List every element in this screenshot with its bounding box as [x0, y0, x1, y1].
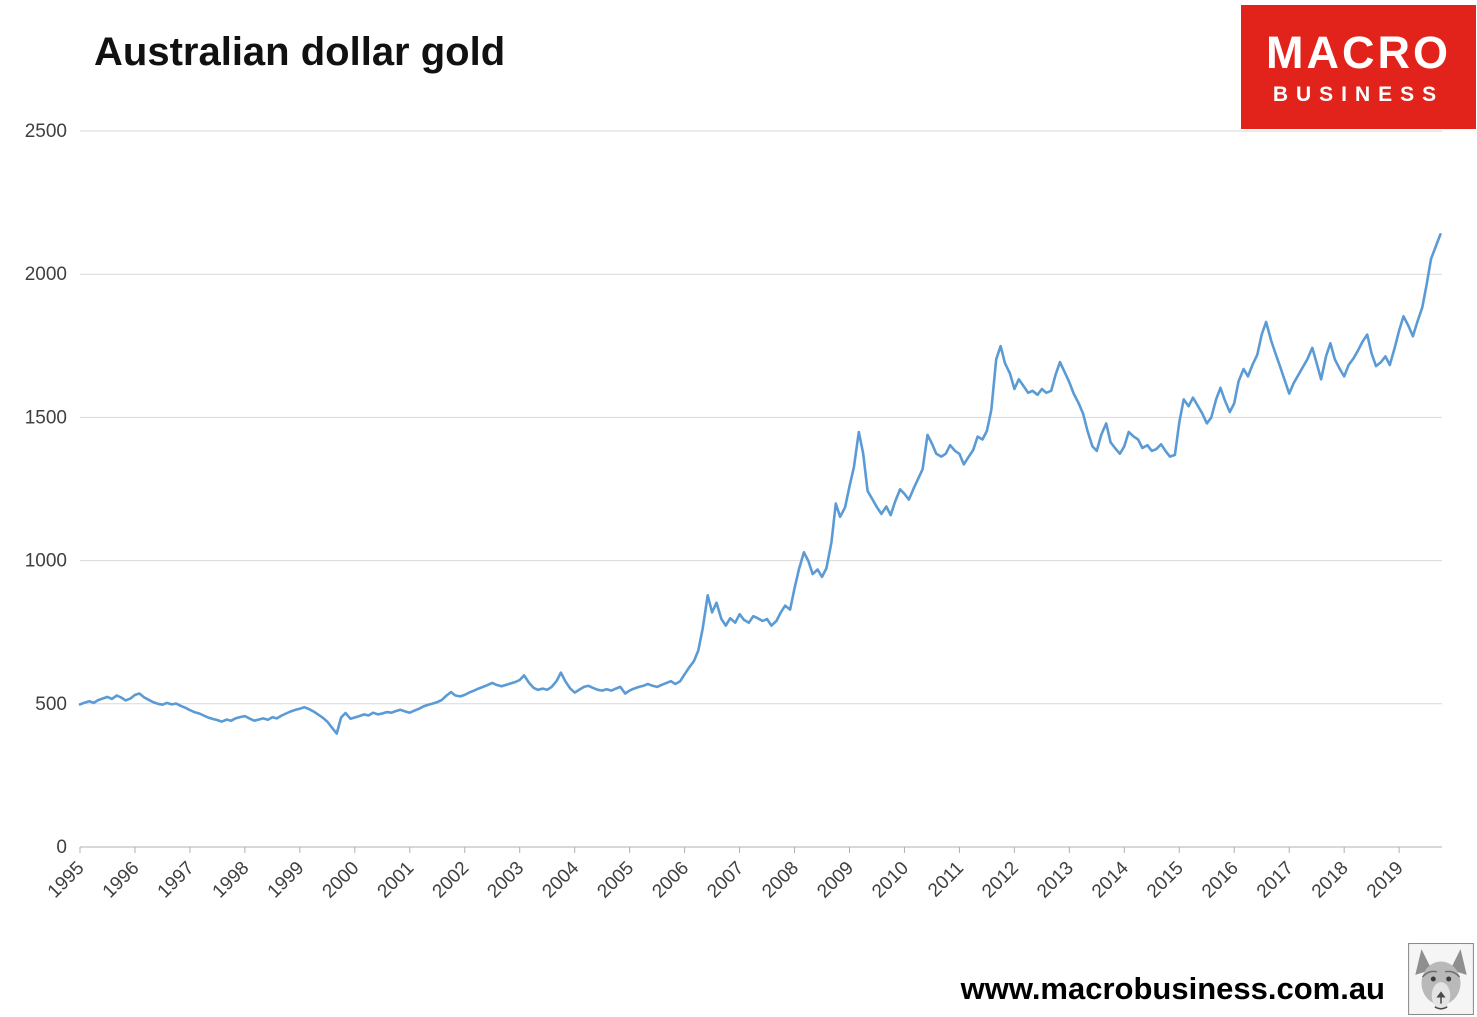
x-tick-label: 2001	[374, 858, 419, 903]
x-tick-label: 2011	[924, 858, 968, 902]
y-tick-label: 0	[56, 837, 67, 858]
x-tick-label: 2003	[483, 858, 528, 903]
x-tick-label: 2010	[868, 858, 913, 903]
x-tick-label: 2004	[538, 857, 583, 902]
x-tick-label: 2012	[978, 858, 1023, 903]
x-tick-label: 1996	[99, 858, 144, 903]
website-url: www.macrobusiness.com.au	[960, 971, 1385, 1006]
y-tick-label: 2000	[25, 264, 67, 285]
y-tick-label: 500	[35, 694, 67, 715]
logo-text-macro: MACRO	[1266, 26, 1451, 78]
y-tick-label: 1500	[25, 407, 67, 428]
wolf-logo-icon	[1408, 943, 1474, 1015]
x-tick-label: 2017	[1253, 858, 1298, 903]
chart-title: Australian dollar gold	[94, 30, 506, 74]
x-tick-label: 2019	[1363, 858, 1408, 903]
x-tick-label: 2015	[1143, 858, 1188, 903]
x-tick-label: 2013	[1033, 858, 1078, 903]
x-tick-label: 2000	[319, 858, 364, 903]
x-tick-label: 1999	[264, 858, 309, 903]
x-tick-label: 2016	[1198, 858, 1243, 903]
x-tick-label: 1997	[154, 858, 199, 903]
x-tick-label: 2009	[813, 858, 858, 903]
macrobusiness-logo: MACRO BUSINESS	[1241, 5, 1476, 129]
logo-text-business: BUSINESS	[1272, 82, 1445, 106]
x-tick-label: 2008	[758, 858, 803, 903]
x-tick-label: 2014	[1088, 857, 1133, 902]
x-tick-label: 1998	[209, 858, 254, 903]
x-tick-label: 2007	[703, 858, 748, 903]
x-tick-label: 2018	[1308, 858, 1353, 903]
series-line	[78, 233, 1442, 735]
y-tick-label: 2500	[25, 121, 67, 142]
x-tick-label: 1995	[44, 858, 89, 903]
x-tick-label: 2006	[648, 858, 693, 903]
x-tick-label: 2005	[593, 858, 638, 903]
x-tick-label: 2002	[429, 858, 474, 903]
y-tick-label: 1000	[25, 551, 67, 572]
